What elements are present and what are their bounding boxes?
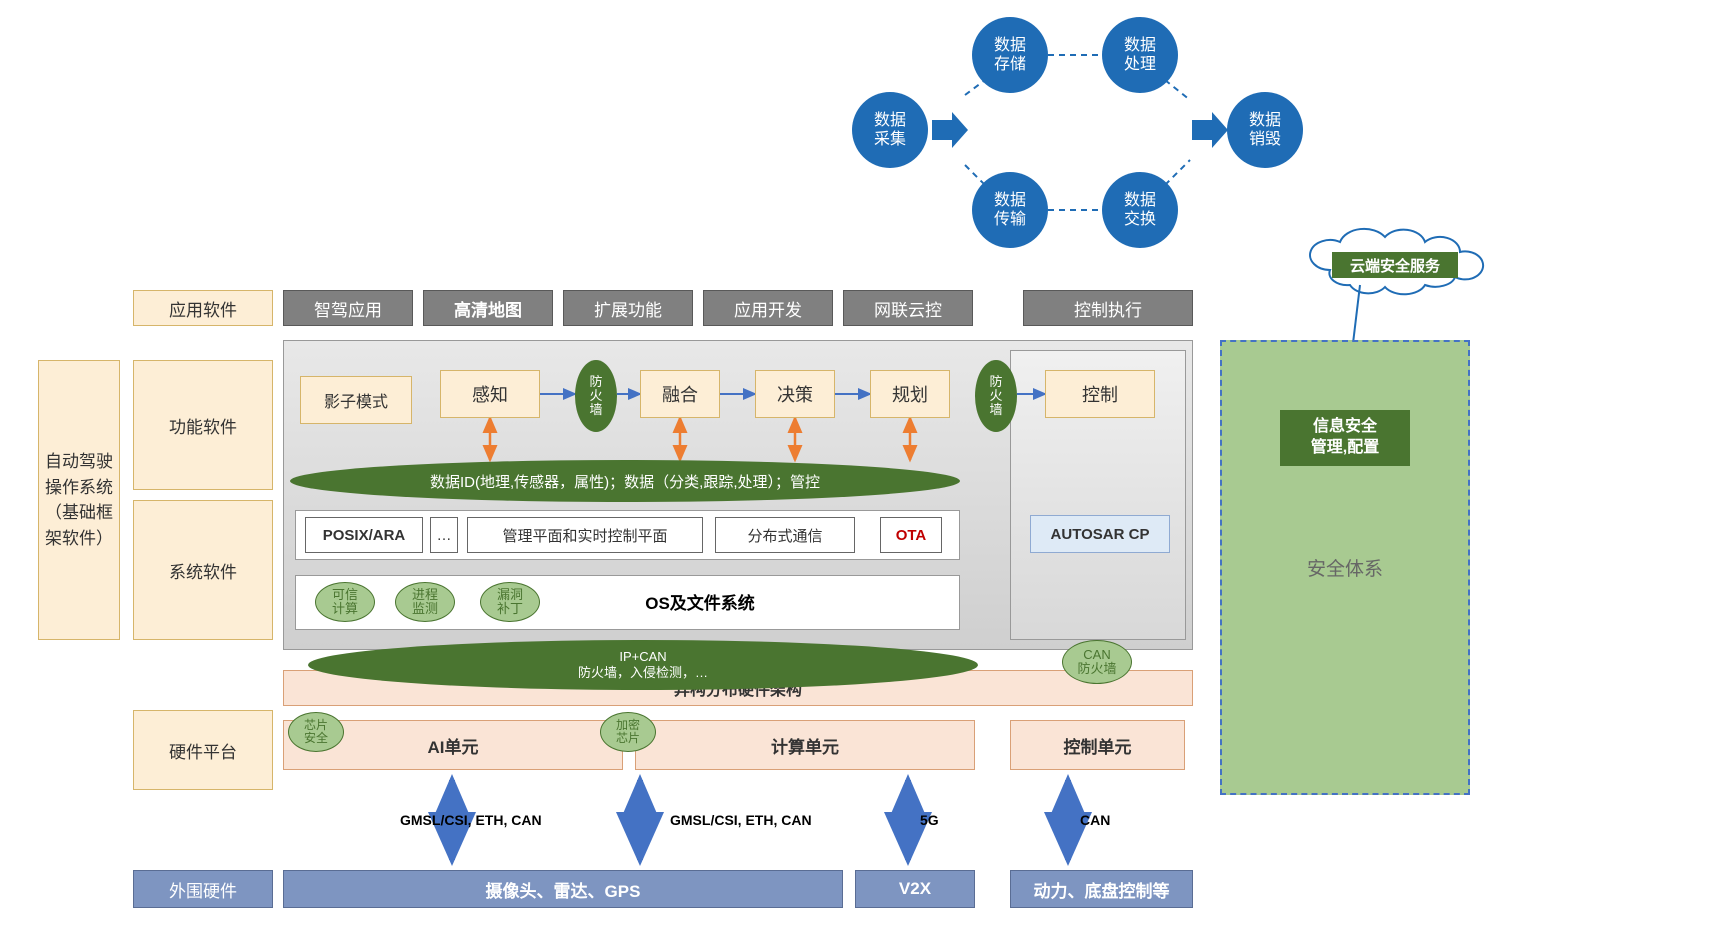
header-控制执行: 控制执行	[1023, 290, 1193, 326]
data-id-ellipse: 数据ID(地理,传感器，属性)；数据（分类,跟踪,处理）；管控	[290, 460, 960, 502]
header-应用软件: 应用软件	[133, 290, 273, 326]
hw-pill-加密 芯片: 加密芯片	[600, 712, 656, 752]
os-pill-可信 计算: 可信计算	[315, 582, 375, 622]
mw-管理平面和实时控制平面: 管理平面和实时控制平面	[467, 517, 703, 553]
left-os-label: 自动驾驶操作系统（基础框架软件）	[38, 360, 120, 640]
os-pill-漏洞 补丁: 漏洞补丁	[480, 582, 540, 622]
cycle-node-store: 数据存储	[972, 17, 1048, 93]
header-扩展功能: 扩展功能	[563, 290, 693, 326]
mw-…: …	[430, 517, 458, 553]
can-firewall: CAN防火墙	[1062, 640, 1132, 684]
side-系统软件: 系统软件	[133, 500, 273, 640]
cycle-node-exchange: 数据交换	[1102, 172, 1178, 248]
header-高清地图: 高清地图	[423, 290, 553, 326]
ipcan-ellipse: IP+CAN防火墙，入侵检测，…	[308, 640, 978, 690]
autosar-cp: AUTOSAR CP	[1030, 515, 1170, 553]
security-panel-label: 安全体系	[1220, 553, 1470, 583]
firewall-1: 防火墙	[975, 360, 1017, 432]
header-网联云控: 网联云控	[843, 290, 973, 326]
cycle-node-transfer: 数据传输	[972, 172, 1048, 248]
hw-控制单元: 控制单元	[1010, 720, 1185, 770]
mw-POSIX/ARA: POSIX/ARA	[305, 517, 423, 553]
iface-label: GMSL/CSI, ETH, CAN	[670, 810, 870, 830]
side-功能软件: 功能软件	[133, 360, 273, 490]
func-融合: 融合	[640, 370, 720, 418]
header-智驾应用: 智驾应用	[283, 290, 413, 326]
os-pill-进程 监测: 进程监测	[395, 582, 455, 622]
func-决策: 决策	[755, 370, 835, 418]
mw-OTA: OTA	[880, 517, 942, 553]
func-感知: 感知	[440, 370, 540, 418]
iface-label: CAN	[1080, 810, 1280, 830]
cycle-node-collect: 数据采集	[852, 92, 928, 168]
hw-计算单元: 计算单元	[635, 720, 975, 770]
cycle-node-process: 数据处理	[1102, 17, 1178, 93]
hw-pill-芯片 安全: 芯片安全	[288, 712, 344, 752]
firewall-0: 防火墙	[575, 360, 617, 432]
iface-label: GMSL/CSI, ETH, CAN	[400, 810, 600, 830]
func-shadow: 影子模式	[300, 376, 412, 424]
periph-摄像头、雷达、GPS: 摄像头、雷达、GPS	[283, 870, 843, 908]
periph-动力、底盘控制等: 动力、底盘控制等	[1010, 870, 1193, 908]
security-mgmt-box: 信息安全管理,配置	[1280, 410, 1410, 466]
func-ctrl: 控制	[1045, 370, 1155, 418]
header-应用开发: 应用开发	[703, 290, 833, 326]
side-外围硬件: 外围硬件	[133, 870, 273, 908]
side-硬件平台: 硬件平台	[133, 710, 273, 790]
func-规划: 规划	[870, 370, 950, 418]
os-label: OS及文件系统	[600, 589, 800, 613]
cycle-node-destroy: 数据销毁	[1227, 92, 1303, 168]
cloud-security-label: 云端安全服务	[1332, 252, 1458, 278]
mw-分布式通信: 分布式通信	[715, 517, 855, 553]
periph-V2X: V2X	[855, 870, 975, 908]
